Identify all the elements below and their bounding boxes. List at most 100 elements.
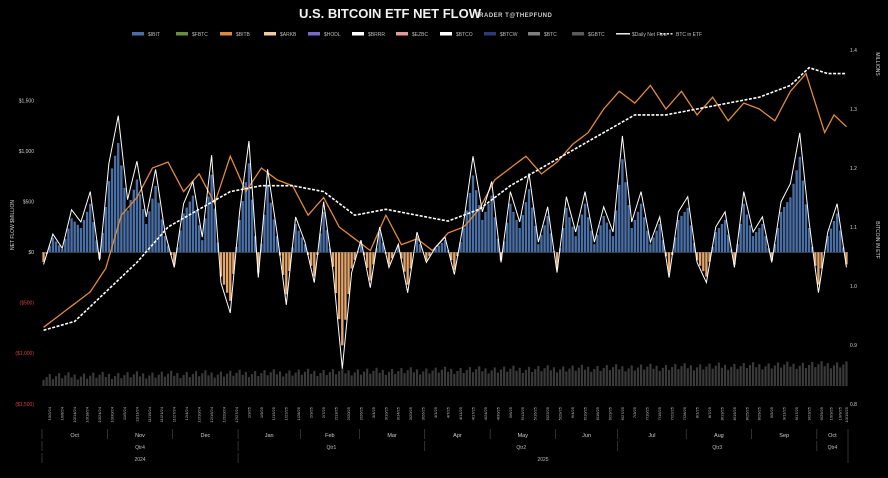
- volume-bar: [484, 368, 487, 386]
- volume-bar: [658, 370, 661, 386]
- flow-bar: [835, 213, 839, 253]
- volume-bar: [51, 379, 54, 386]
- volume-bar: [453, 373, 456, 386]
- month-label: Jul: [648, 433, 655, 439]
- date-label: 8/1/25: [694, 406, 699, 418]
- flow-bar: [714, 232, 717, 253]
- flow-bar: [745, 214, 749, 253]
- volume-bar: [266, 375, 269, 386]
- volume-bar: [126, 372, 129, 386]
- date-label: 5/6/25: [508, 406, 513, 418]
- date-label: 3/10/25: [383, 406, 388, 420]
- left-tick-label: $500: [23, 200, 34, 206]
- flow-bar: [751, 236, 755, 253]
- flow-bar: [331, 252, 335, 267]
- volume-bar: [745, 368, 748, 386]
- volume-bar: [630, 365, 633, 386]
- flow-bar: [409, 252, 412, 269]
- flow-bar: [649, 244, 652, 253]
- volume-bar: [711, 368, 714, 386]
- flow-bar: [450, 252, 453, 261]
- date-label: 2/26/25: [358, 406, 363, 420]
- flow-bar: [272, 219, 276, 253]
- flow-bar: [334, 252, 338, 294]
- x-axis-period-labels: Oct Nov Dec Jan Feb Mar Apr May Jun Jul Aug Sep Oct Q…: [41, 429, 849, 463]
- flow-bar: [776, 228, 780, 253]
- flow-bar: [176, 247, 179, 253]
- legend-swatch: [308, 32, 320, 36]
- month-label: Aug: [714, 433, 724, 439]
- flow-bar: [182, 213, 185, 253]
- date-label: 5/16/25: [533, 406, 538, 420]
- flow-bar: [621, 159, 624, 253]
- volume-bar: [341, 368, 344, 386]
- volume-bar: [727, 369, 730, 386]
- flow-bar: [496, 238, 500, 253]
- flow-bar: [64, 238, 67, 253]
- flow-bar: [281, 252, 285, 275]
- volume-bar: [677, 369, 680, 386]
- date-label: 7/10/25: [645, 406, 650, 420]
- volume-bar: [440, 369, 443, 386]
- flow-bar: [213, 208, 216, 253]
- date-label: 5/22/25: [545, 406, 550, 420]
- flow-bar: [319, 233, 322, 253]
- flow-bar: [132, 189, 135, 253]
- month-label: Sep: [779, 433, 789, 439]
- flow-bar: [294, 223, 297, 253]
- volume-bar: [534, 369, 537, 386]
- flow-bar: [253, 236, 257, 253]
- flow-bar: [151, 198, 154, 253]
- volume-bar: [636, 367, 640, 386]
- volume-bar: [717, 362, 720, 386]
- flow-bar: [549, 233, 552, 253]
- flow-bar: [518, 228, 521, 253]
- volume-bar: [730, 366, 733, 386]
- date-label: 8/7/25: [707, 406, 712, 418]
- chart-subtitle: TRADER T@THEPFUND: [475, 13, 553, 19]
- flow-bar: [733, 252, 736, 265]
- legend-label: $HODL: [324, 32, 341, 38]
- flow-bar: [683, 211, 686, 253]
- legend-label: $FBTC: [192, 32, 208, 38]
- volume-bar: [176, 372, 179, 386]
- flow-bar: [428, 252, 431, 257]
- volume-bar: [400, 368, 403, 386]
- date-label: 5/29/25: [558, 406, 563, 420]
- volume-bar: [639, 364, 643, 386]
- volume-bar: [92, 372, 95, 386]
- flow-bar: [141, 209, 145, 253]
- volume-bar: [546, 365, 549, 386]
- flow-bar: [524, 202, 528, 253]
- volume-bar: [568, 368, 571, 386]
- flow-bar: [338, 252, 341, 320]
- volume-bar: [272, 369, 275, 386]
- volume-bar: [593, 368, 596, 386]
- volume-bar: [316, 375, 319, 386]
- volume-bar: [76, 379, 79, 386]
- flow-bar: [602, 215, 605, 253]
- legend-label: $BITB: [236, 32, 251, 38]
- volume-bar: [188, 377, 191, 386]
- flow-bar: [222, 252, 226, 285]
- volume-bar: [462, 373, 465, 386]
- volume-bar: [359, 374, 363, 386]
- flow-bar: [462, 228, 465, 253]
- volume-bar: [350, 375, 353, 386]
- volume-bar: [583, 369, 587, 386]
- date-label: 1/3/25: [246, 406, 251, 418]
- flow-bar: [611, 236, 615, 253]
- date-label: 10/30/24: [109, 406, 114, 422]
- daily-net-flow-line: [43, 115, 847, 369]
- flow-bar: [723, 219, 727, 253]
- volume-bar: [238, 369, 241, 386]
- date-label: 10/3/25: [828, 406, 833, 420]
- flow-bar: [767, 248, 770, 253]
- volume-bar: [166, 373, 170, 386]
- flow-bar: [85, 211, 89, 253]
- volume-bar: [643, 369, 646, 386]
- flow-bar: [465, 210, 468, 253]
- volume-bar: [562, 366, 565, 386]
- flow-bar: [70, 218, 73, 253]
- volume-bar: [198, 376, 201, 386]
